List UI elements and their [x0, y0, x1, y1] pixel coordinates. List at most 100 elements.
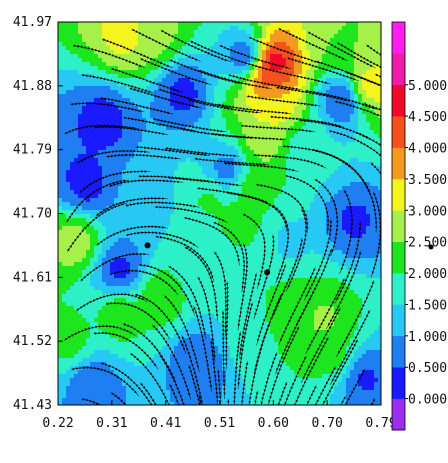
contour-cell: [306, 230, 311, 235]
contour-cell: [262, 146, 267, 151]
contour-cell: [246, 250, 251, 255]
contour-cell: [222, 146, 227, 151]
contour-cell: [182, 158, 187, 163]
contour-cell: [110, 106, 115, 111]
contour-cell: [94, 106, 99, 111]
contour-cell: [98, 78, 103, 83]
contour-cell: [278, 142, 283, 147]
contour-cell: [62, 126, 67, 131]
contour-cell: [182, 166, 187, 171]
contour-cell: [134, 170, 139, 175]
contour-cell: [210, 22, 215, 27]
contour-cell: [138, 158, 143, 163]
contour-cell: [230, 30, 235, 35]
contour-cell: [234, 42, 239, 47]
contour-cell: [230, 142, 235, 147]
contour-cell: [238, 38, 243, 43]
contour-cell: [262, 82, 267, 87]
contour-cell: [62, 50, 67, 55]
contour-cell: [218, 234, 223, 239]
contour-cell: [74, 22, 79, 27]
contour-cell: [250, 158, 255, 163]
contour-cell: [230, 42, 235, 47]
contour-cell: [218, 30, 223, 35]
contour-cell: [298, 218, 303, 223]
contour-cell: [238, 94, 243, 99]
contour-cell: [230, 202, 235, 207]
contour-cell: [62, 214, 67, 219]
contour-cell: [350, 154, 355, 159]
contour-cell: [374, 70, 379, 75]
contour-cell: [282, 42, 287, 47]
contour-cell: [378, 182, 381, 187]
contour-cell: [142, 170, 147, 175]
contour-cell: [350, 170, 355, 175]
contour-cell: [126, 98, 131, 103]
contour-cell: [166, 222, 171, 227]
contour-cell: [70, 110, 75, 115]
contour-cell: [106, 58, 111, 63]
contour-cell: [86, 206, 91, 211]
contour-cell: [134, 178, 139, 183]
contour-cell: [266, 26, 271, 31]
contour-cell: [206, 198, 211, 203]
contour-cell: [106, 130, 111, 135]
contour-cell: [270, 226, 275, 231]
contour-cell: [370, 234, 375, 239]
contour-cell: [358, 42, 363, 47]
contour-cell: [354, 166, 359, 171]
contour-cell: [286, 118, 291, 123]
contour-cell: [142, 102, 147, 107]
contour-cell: [266, 150, 271, 155]
contour-cell: [250, 114, 255, 119]
contour-cell: [302, 30, 307, 35]
contour-cell: [86, 150, 91, 155]
contour-cell: [202, 250, 207, 255]
contour-cell: [358, 62, 363, 67]
contour-cell: [194, 242, 199, 247]
contour-cell: [234, 22, 239, 27]
contour-cell: [302, 258, 307, 263]
contour-cell: [94, 174, 99, 179]
contour-cell: [74, 54, 79, 59]
contour-cell: [82, 266, 87, 271]
contour-cell: [206, 182, 211, 187]
contour-cell: [266, 226, 271, 231]
contour-cell: [194, 74, 199, 79]
contour-cell: [378, 118, 381, 123]
contour-cell: [162, 258, 167, 263]
contour-cell: [66, 194, 71, 199]
contour-cell: [202, 134, 207, 139]
contour-cell: [182, 162, 187, 167]
contour-cell: [58, 178, 63, 183]
contour-cell: [306, 106, 311, 111]
contour-cell: [146, 102, 151, 107]
contour-cell: [326, 162, 331, 167]
contour-cell: [298, 198, 303, 203]
contour-cell: [230, 226, 235, 231]
contour-cell: [334, 186, 339, 191]
contour-cell: [110, 114, 115, 119]
contour-cell: [350, 114, 355, 119]
contour-cell: [130, 66, 135, 71]
contour-cell: [106, 238, 111, 243]
contour-cell: [330, 146, 335, 151]
contour-cell: [118, 142, 123, 147]
contour-cell: [270, 54, 275, 59]
contour-cell: [130, 142, 135, 147]
contour-cell: [354, 218, 359, 223]
contour-cell: [194, 122, 199, 127]
contour-cell: [82, 210, 87, 215]
contour-cell: [114, 158, 119, 163]
contour-cell: [102, 246, 107, 251]
contour-cell: [262, 38, 267, 43]
contour-cell: [210, 242, 215, 247]
contour-cell: [318, 234, 323, 239]
contour-cell: [134, 142, 139, 147]
contour-cell: [194, 82, 199, 87]
contour-cell: [246, 186, 251, 191]
contour-cell: [130, 94, 135, 99]
contour-cell: [358, 194, 363, 199]
contour-cell: [62, 146, 67, 151]
contour-cell: [106, 122, 111, 127]
